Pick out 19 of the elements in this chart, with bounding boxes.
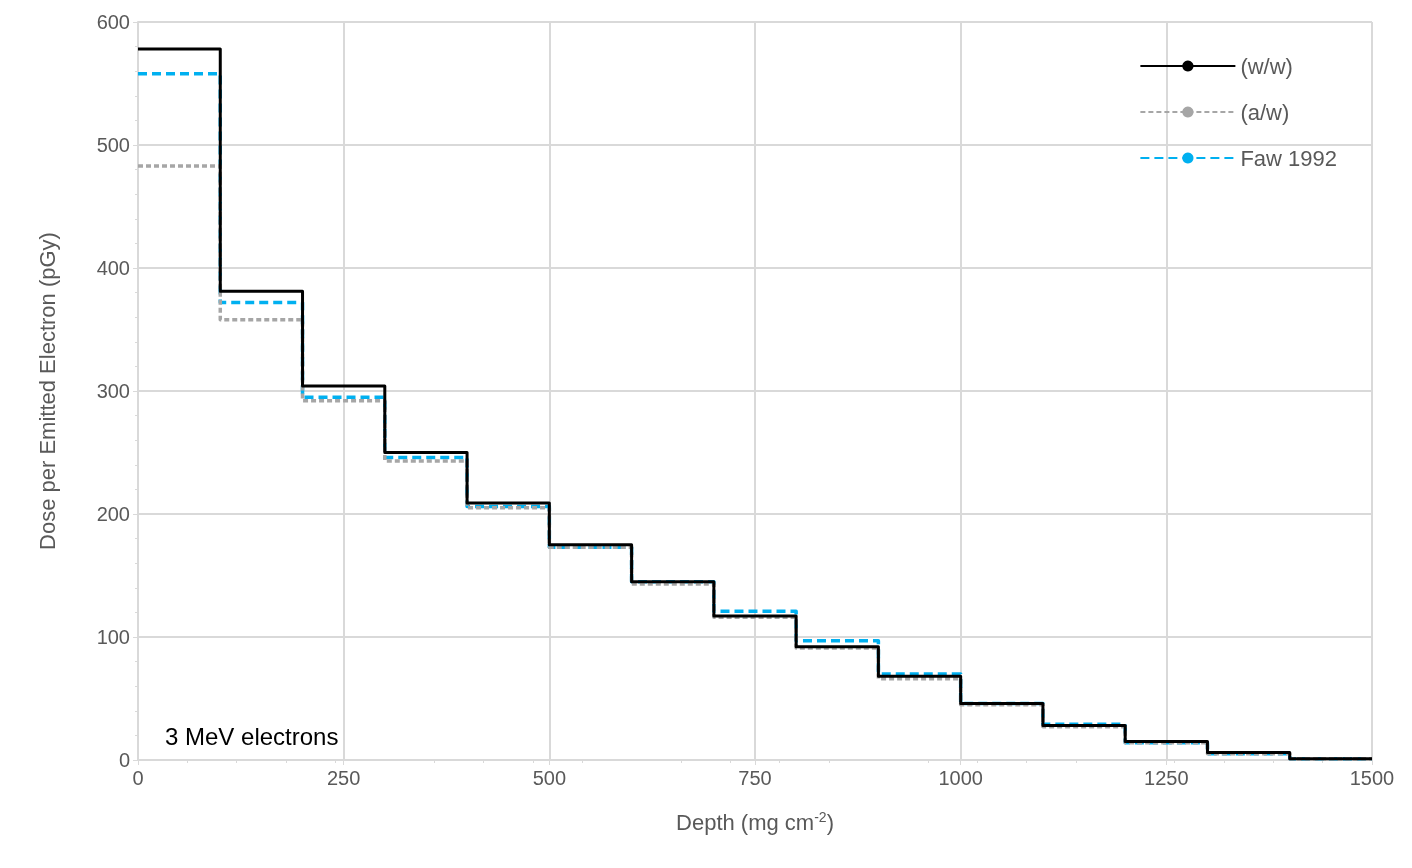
x-tick-label: 1500 (1349, 767, 1395, 789)
x-tick-label: 250 (326, 767, 361, 789)
y-tick-label: 0 (118, 749, 130, 771)
y-tick-label: 400 (96, 257, 130, 279)
legend-label: (w/w) (1240, 53, 1293, 79)
x-tick-label: 500 (532, 767, 567, 789)
y-tick-label: 100 (96, 626, 130, 648)
x-tick-label: 1000 (938, 767, 983, 789)
legend-label: Faw 1992 (1240, 145, 1338, 171)
y-tick-label: 600 (96, 11, 130, 33)
x-tick-label: 0 (132, 767, 144, 789)
x-tick-label: 750 (738, 767, 772, 789)
y-tick-label: 500 (96, 134, 130, 156)
annotation: 3 MeV electrons (165, 722, 339, 750)
y-tick-label: 200 (96, 503, 130, 525)
y-axis-title: Dose per Emitted Electron (pGy) (34, 232, 60, 550)
legend-label: (a/w) (1240, 99, 1290, 125)
y-tick-label: 300 (96, 380, 130, 402)
x-tick-label: 1250 (1144, 767, 1189, 789)
